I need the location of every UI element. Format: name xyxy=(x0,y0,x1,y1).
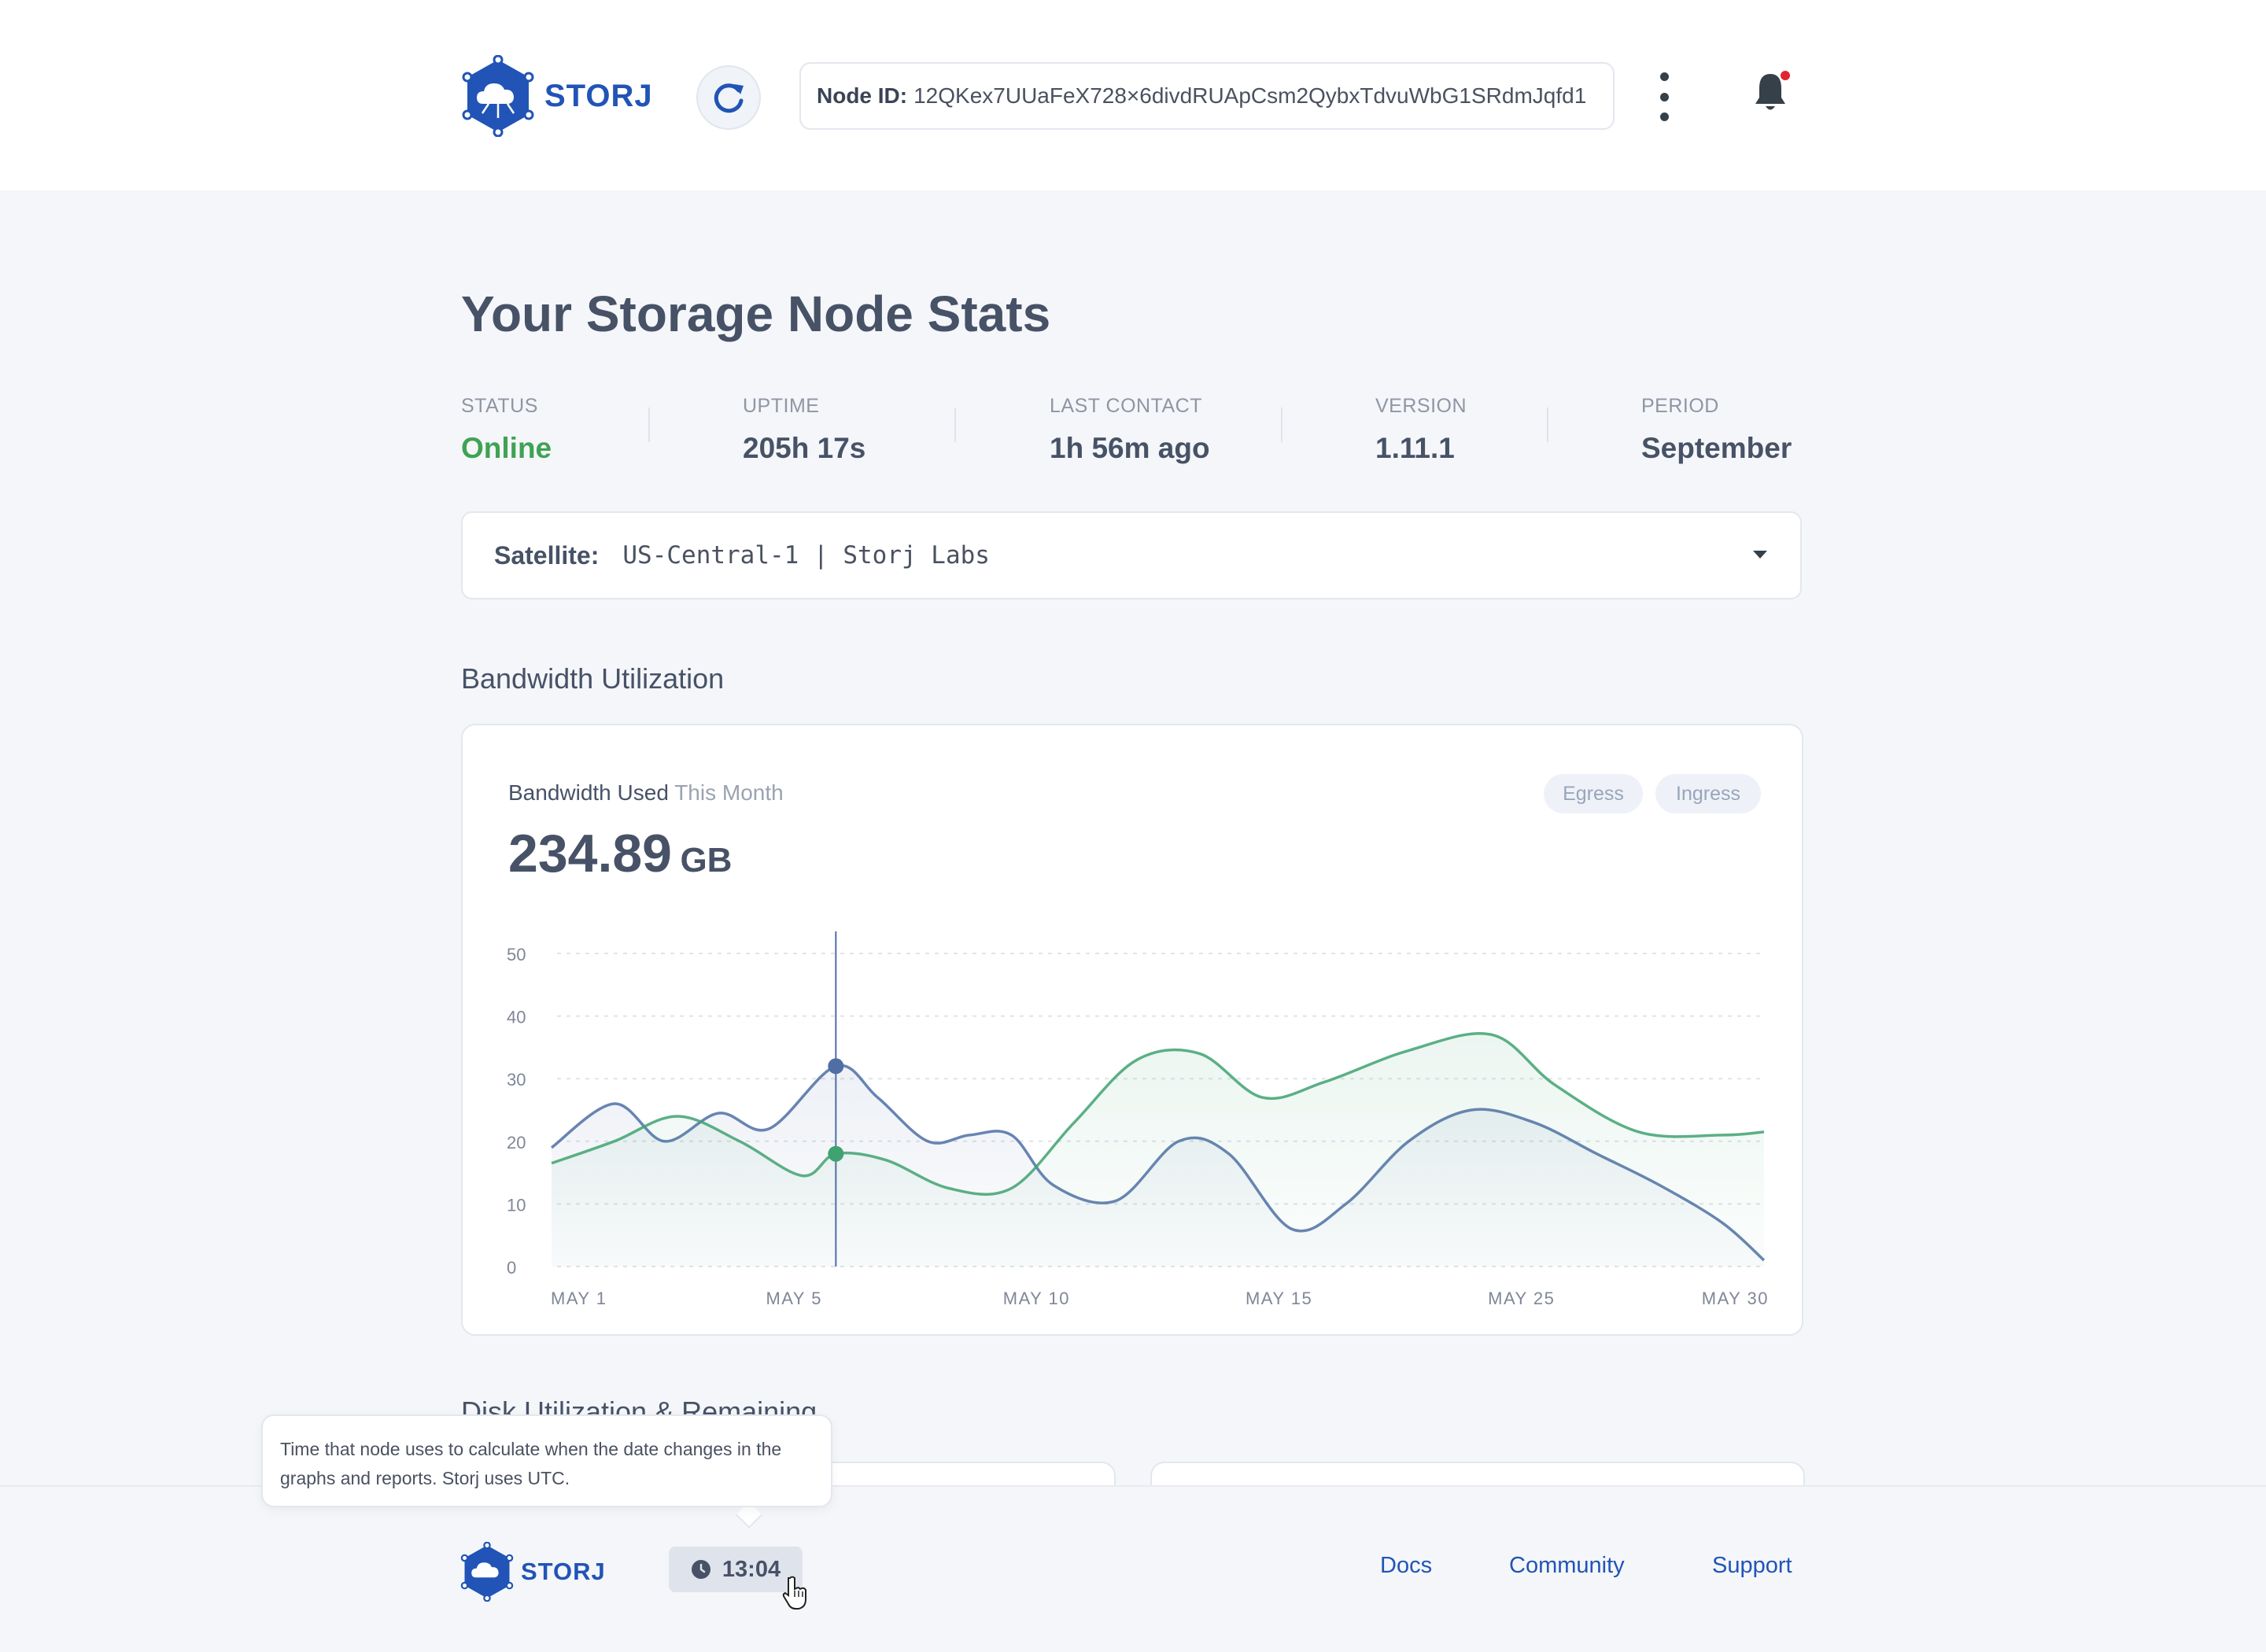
bandwidth-chart[interactable]: 0 10 20 30 40 50 MAY 1 MAY 5 MAY 10 MAY 15 MAY 25 M… xyxy=(463,725,1805,1337)
stat-label: STATUS xyxy=(461,395,538,417)
header-logo[interactable]: STORJ xyxy=(461,55,653,137)
y-tick-label: 50 xyxy=(507,945,526,964)
satellite-label: Satellite: xyxy=(494,540,600,570)
footer-logo[interactable]: STORJ xyxy=(459,1542,606,1602)
stat-value: 1.11.1 xyxy=(1375,432,1455,464)
bell-icon xyxy=(1755,71,1790,110)
bandwidth-amount-unit: GB xyxy=(680,841,733,879)
storj-logo-icon xyxy=(460,1542,514,1602)
footer-link-docs[interactable]: Docs xyxy=(1380,1553,1433,1578)
bandwidth-subtitle-period: This Month xyxy=(674,780,784,805)
x-tick-label: MAY 30 xyxy=(1702,1289,1769,1308)
storj-logo-icon xyxy=(462,55,534,137)
brand-name: STORJ xyxy=(521,1558,606,1585)
stat-value: 205h 17s xyxy=(743,432,866,464)
ingress-toggle[interactable]: Ingress xyxy=(1655,774,1761,813)
satellite-dropdown[interactable]: Satellite: US-Central-1 | Storj Labs xyxy=(461,511,1802,599)
satellite-value: US-Central-1 | Storj Labs xyxy=(622,541,990,570)
bandwidth-section-title: Bandwidth Utilization xyxy=(461,662,725,695)
x-tick-label: MAY 25 xyxy=(1488,1289,1555,1308)
stat-label: LAST CONTACT xyxy=(1050,395,1202,417)
hover-point xyxy=(828,1145,844,1162)
bandwidth-subtitle: Bandwidth Used This Month xyxy=(508,780,784,806)
bandwidth-amount-value: 234.89 xyxy=(508,824,672,883)
footer-link-support[interactable]: Support xyxy=(1712,1553,1792,1578)
stat-divider xyxy=(648,407,650,442)
bandwidth-amount: 234.89 GB xyxy=(508,823,732,884)
refresh-button[interactable] xyxy=(696,65,761,130)
series-area xyxy=(552,1033,1764,1267)
stat-value: September xyxy=(1641,432,1792,464)
page-title: Your Storage Node Stats xyxy=(461,286,1051,342)
node-id-field[interactable]: Node ID: 12QKex7UUaFeX728×6divdRUApCsm2Q… xyxy=(799,62,1615,130)
stat-uptime: UPTIME 205h 17s xyxy=(743,395,865,465)
stat-divider xyxy=(1547,407,1548,442)
stat-label: UPTIME xyxy=(743,395,820,417)
stat-divider xyxy=(954,407,956,442)
stat-value: Online xyxy=(461,432,552,464)
brand-name: STORJ xyxy=(544,78,653,113)
x-tick-label: MAY 10 xyxy=(1003,1289,1070,1308)
node-id-value: 12QKex7UUaFeX728×6divdRUApCsm2QybxTdvuWb… xyxy=(913,83,1587,108)
y-tick-label: 40 xyxy=(507,1008,526,1027)
timezone-tooltip: Time that node uses to calculate when th… xyxy=(261,1414,832,1507)
bandwidth-card: Bandwidth Used This Month 234.89 GB Egre… xyxy=(461,724,1803,1336)
x-tick-label: MAY 15 xyxy=(1246,1289,1312,1308)
y-tick-label: 30 xyxy=(507,1070,526,1090)
stat-version: VERSION 1.11.1 xyxy=(1375,395,1467,465)
hand-cursor-icon xyxy=(782,1576,806,1610)
kebab-menu-icon[interactable] xyxy=(1652,72,1676,121)
series-line xyxy=(551,1031,1765,1196)
chevron-down-icon xyxy=(1753,551,1767,559)
footer-link-community[interactable]: Community xyxy=(1509,1553,1625,1578)
stat-last-contact: LAST CONTACT 1h 56m ago xyxy=(1050,395,1210,465)
refresh-icon xyxy=(714,83,744,113)
y-tick-label: 10 xyxy=(507,1195,526,1215)
x-tick-label: MAY 5 xyxy=(766,1289,821,1308)
y-tick-label: 0 xyxy=(507,1258,516,1278)
stat-period: PERIOD September xyxy=(1641,395,1792,465)
clock-icon xyxy=(691,1560,710,1579)
time-value: 13:04 xyxy=(722,1556,781,1582)
stat-status: STATUS Online xyxy=(461,395,552,465)
node-id-label: Node ID: xyxy=(817,83,908,108)
stat-divider xyxy=(1281,407,1282,442)
header: STORJ Node ID: 12QKex7UUaFeX728×6divdRUA… xyxy=(0,0,2266,190)
stat-value: 1h 56m ago xyxy=(1050,432,1210,464)
stat-label: PERIOD xyxy=(1641,395,1719,417)
y-tick-label: 20 xyxy=(507,1133,526,1152)
egress-toggle[interactable]: Egress xyxy=(1544,774,1643,813)
bandwidth-subtitle-main: Bandwidth Used xyxy=(508,780,669,805)
notifications-button[interactable] xyxy=(1751,69,1790,116)
hover-point xyxy=(828,1058,844,1075)
x-tick-label: MAY 1 xyxy=(551,1289,607,1308)
footer: STORJ xyxy=(0,1485,2266,1652)
stat-label: VERSION xyxy=(1375,395,1467,417)
time-chip[interactable]: 13:04 xyxy=(669,1547,803,1592)
